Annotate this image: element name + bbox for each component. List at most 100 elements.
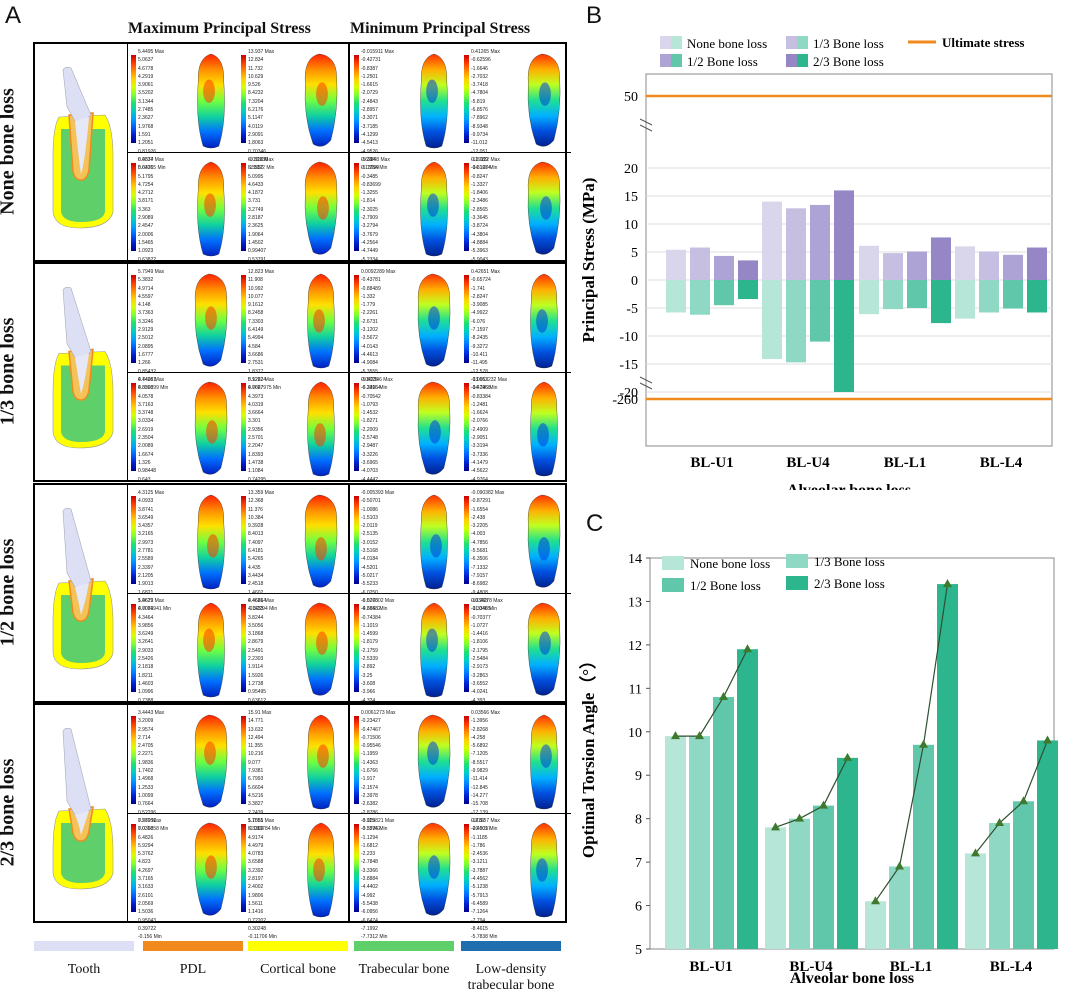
row-label-1: 1/3 bone loss [0,317,19,426]
bar [789,818,810,949]
stress-map-min-3-1 [530,714,558,810]
x-axis-label: Alveolar bone loss [787,482,911,490]
bar-positive [955,246,975,280]
stress-map-max-1-2 [194,381,228,475]
legend-swatch [671,36,682,49]
legend-swatch-3 [354,941,454,951]
row-box: 4.3125 Max 4.0933 3.8741 3.6549 3.4357 3… [33,483,571,720]
bar [813,805,834,949]
bar [765,827,786,949]
trend-line [975,740,1049,854]
bar [937,584,958,949]
stress-map-max-2-0 [197,494,225,590]
row-label-3: 2/3 bone loss [0,758,19,867]
scale-values: -0.090382 Max -0.87291 -1.6554 -2.438 -3… [471,490,505,613]
bar [713,697,734,949]
scale-values: 4.7408 Max 4.3993 4.0578 3.7163 3.3748 3… [138,377,170,499]
legend-label: 1/2 Bone loss [690,578,761,593]
tooth-model-diagram [52,728,114,890]
y-tick-label: -5 [626,302,638,317]
stress-map-max-3-3 [307,822,335,918]
y-tick-label: 5 [635,943,642,958]
row-box: 5.4495 Max 5.0637 4.6778 4.2919 3.9061 3… [33,42,571,279]
colorbar [131,604,136,692]
legend-label: 1/3 Bone loss [813,36,884,51]
bar-positive [883,253,903,280]
tooth-crown-region [62,728,92,816]
colorbar [131,55,136,143]
trend-marker [995,818,1004,827]
stress-map-max-1-3 [307,381,335,477]
stress-map-min-2-1 [527,494,561,588]
legend-swatch [662,556,684,570]
stress-map-max-1-0 [194,273,228,367]
bar [889,866,910,949]
x-tick-label: BL-U1 [690,455,733,471]
colorbar [241,496,246,584]
colorbar [131,824,136,912]
colorbar [464,824,469,912]
scale-values: 15.91 Max 14.771 13.632 12.494 11.355 10… [248,710,280,833]
scale-values: 0.41265 Max -0.62596 -1.6646 -2.7032 -3.… [471,49,500,172]
trend-marker [943,579,952,588]
legend-swatch [797,54,808,67]
bar-negative [1027,280,1047,313]
scale-values: 0.03566 Max -1.3956 -2.8268 -4.258 -5.68… [471,710,500,833]
legend-label-1: PDL [179,962,207,977]
bar-negative [690,280,710,315]
bar [665,736,686,949]
legend-swatch [786,36,797,49]
divider [127,813,571,814]
stress-map-max-2-2 [197,602,225,698]
legend-label: Ultimate stress [942,35,1024,50]
x-tick-label: BL-L1 [890,959,933,975]
legend-swatch-0 [34,941,134,951]
colorbar [464,496,469,584]
trabecular-bone-region [61,595,105,663]
tooth-model-diagram [52,508,114,670]
y-tick-label: 15 [624,190,638,205]
trend-marker [719,692,728,701]
legend-label: 2/3 Bone loss [814,576,885,591]
col-title-max: Maximum Principal Stress [128,20,311,37]
legend-swatch-4 [461,941,561,951]
x-tick-label: BL-U4 [786,455,830,471]
stress-map-max-0-2 [197,161,225,257]
scale-values: -0.0053232 Max -0.41958 -0.83384 -1.2481… [471,377,508,499]
y-tick-label: 6 [635,900,642,915]
y-tick-label: 5 [631,246,638,261]
trend-marker [695,731,704,740]
legend-swatch-2 [248,941,348,951]
colorbar [354,163,359,251]
trend-marker [819,800,828,809]
trend-marker [919,739,928,748]
bar-positive [714,255,734,280]
bar-negative [666,280,686,313]
legend-label-4: Low-density trabecular bone [467,962,555,993]
stress-map-min-3-3 [530,822,558,918]
colorbar [354,824,359,912]
bar-positive [1003,254,1023,280]
stress-map-max-2-3 [304,602,338,696]
stress-map-min-1-2 [417,381,451,475]
y-tick-label: 20 [624,162,638,177]
bar-negative [810,280,830,342]
divider [127,152,571,153]
stress-map-min-1-1 [530,273,558,369]
bar-negative [955,280,975,319]
bar [913,744,934,949]
stress-map-min-2-0 [420,494,448,590]
bar-negative [859,280,879,315]
trend-marker [795,813,804,822]
legend-label: 1/3 Bone loss [814,554,885,569]
colorbar [354,716,359,804]
x-tick-label: BL-L1 [884,455,927,471]
stress-map-max-3-0 [194,714,228,808]
bar-positive [907,251,927,280]
y-tick-label: 7 [635,856,642,871]
stress-map-min-0-0 [420,53,448,149]
bar-negative [1003,280,1023,309]
axis-break-mark [639,382,653,390]
stress-map-max-0-3 [304,161,338,255]
y-tick-label: -20 [619,386,638,401]
